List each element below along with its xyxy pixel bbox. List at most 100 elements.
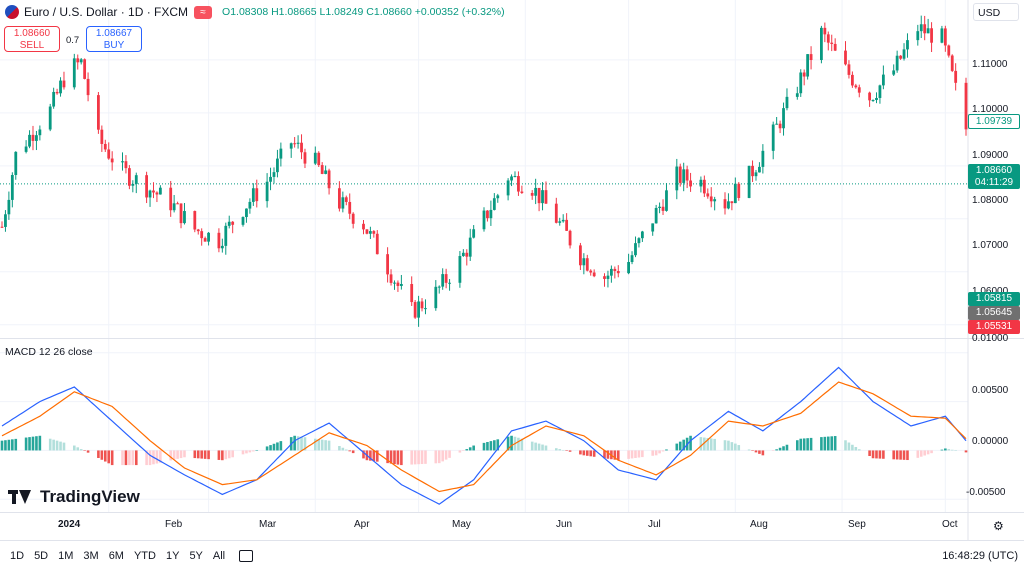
macd-axis-label: 0.00500: [972, 385, 1009, 396]
macd-histogram-bar: [296, 436, 300, 451]
bar-countdown: 04:11:29: [974, 177, 1014, 188]
candle-body: [902, 49, 906, 59]
macd-histogram-bar: [4, 440, 7, 451]
candle-body: [544, 190, 548, 204]
calendar-icon[interactable]: [239, 549, 254, 562]
candle-body: [437, 286, 441, 288]
buy-label: BUY: [103, 40, 125, 51]
candle-body: [651, 223, 655, 232]
gear-icon[interactable]: ⚙: [993, 519, 1004, 533]
macd-histogram-bar: [916, 450, 920, 458]
timeframe-5d[interactable]: 5D: [34, 549, 49, 562]
candle-body: [303, 152, 307, 164]
candle-body: [826, 34, 830, 43]
macd-histogram-bar: [854, 447, 858, 451]
macd-histogram-bar: [830, 436, 834, 451]
currency-selector[interactable]: USD: [973, 3, 1019, 21]
candle-body: [107, 149, 111, 159]
candle-body: [389, 274, 393, 283]
candle-body: [654, 207, 658, 224]
timeframe-5y[interactable]: 5Y: [189, 549, 203, 562]
candle-body: [899, 55, 902, 59]
indicator-label[interactable]: MACD 12 26 close: [5, 346, 93, 358]
candle-body: [630, 255, 634, 263]
macd-histogram-bar: [775, 449, 778, 451]
candle-body: [176, 203, 179, 205]
macd-histogram-bar: [341, 447, 345, 451]
macd-histogram-bar: [782, 446, 785, 451]
macd-histogram-bar: [747, 449, 751, 451]
macd-histogram-bar: [7, 439, 11, 451]
tradingview-logo[interactable]: TradingView: [8, 487, 140, 507]
macd-histogram-bar: [713, 438, 716, 451]
candle-body: [327, 170, 331, 189]
macd-histogram-bar: [530, 441, 534, 451]
candle-body: [35, 135, 38, 141]
timeframe-all[interactable]: All: [212, 549, 226, 562]
candle-body: [730, 201, 734, 204]
symbol-title[interactable]: Euro / U.S. Dollar · 1D · FXCM: [24, 5, 189, 19]
macd-histogram-bar: [272, 443, 276, 451]
macd-histogram-bar: [926, 450, 930, 455]
utc-clock[interactable]: 16:48:29 (UTC): [942, 549, 1018, 562]
macd-histogram-bar: [448, 450, 451, 458]
tradingview-logo-icon: [8, 490, 34, 504]
macd-histogram-bar: [424, 450, 427, 464]
macd-histogram-bar: [472, 445, 475, 451]
candle-body: [155, 192, 159, 195]
candle-body: [702, 179, 706, 194]
candle-body: [489, 209, 493, 219]
candle-body: [79, 59, 83, 63]
macd-histogram-bar: [637, 450, 641, 458]
macd-histogram-bar: [413, 450, 417, 465]
candle-body: [59, 80, 62, 94]
timeframe-1d[interactable]: 1D: [10, 549, 25, 562]
macd-histogram-bar: [410, 450, 413, 465]
candle-body: [386, 254, 389, 275]
candle-body: [272, 172, 276, 177]
approx-icon[interactable]: ≈: [194, 5, 213, 19]
candle-body: [806, 54, 810, 77]
macd-histogram-bar: [675, 443, 679, 451]
candle-body: [193, 211, 197, 230]
macd-histogram-bar: [806, 438, 809, 451]
macd-histogram-bar: [176, 450, 179, 459]
timeframe-3m[interactable]: 3M: [83, 549, 99, 562]
candle-body: [709, 196, 713, 202]
timeframe-1m[interactable]: 1M: [58, 549, 74, 562]
last-price-label: 1.08660 04:11:29: [968, 164, 1020, 189]
macd-histogram-bar: [899, 450, 902, 460]
candle-body: [510, 176, 513, 181]
timeframe-ytd[interactable]: YTD: [133, 549, 156, 562]
candle-body: [950, 55, 954, 71]
macd-histogram-bar: [823, 436, 827, 451]
macd-histogram-bar: [751, 450, 754, 451]
candle-body: [747, 165, 751, 198]
candle-body: [396, 282, 400, 286]
candle-body: [31, 134, 35, 141]
candle-body: [28, 134, 31, 147]
macd-histogram-bar: [231, 450, 234, 458]
timeframe-6m[interactable]: 6M: [108, 549, 124, 562]
macd-histogram-bar: [541, 444, 544, 451]
macd-histogram-bar: [14, 438, 18, 451]
macd-histogram-bar: [771, 450, 775, 451]
candle-body: [97, 95, 100, 130]
macd-histogram-bar: [706, 437, 710, 451]
buy-button[interactable]: 1.08667 BUY: [86, 26, 142, 52]
ohlc-close: C1.08660: [366, 6, 412, 18]
macd-histogram-bar: [148, 450, 152, 466]
macd-histogram-bar: [73, 445, 76, 451]
macd-histogram-bar: [224, 450, 228, 460]
timeframe-1y[interactable]: 1Y: [165, 549, 180, 562]
macd-histogram-bar: [465, 449, 469, 451]
macd-histogram-bar: [589, 450, 593, 457]
macd-histogram-bar: [833, 436, 837, 451]
macd-histogram-bar: [654, 450, 658, 456]
candle-body: [782, 108, 785, 129]
sell-button[interactable]: 1.08660 SELL: [4, 26, 60, 52]
candle-body: [534, 187, 538, 196]
macd-histogram-bar: [38, 435, 42, 451]
candle-body: [324, 170, 328, 174]
